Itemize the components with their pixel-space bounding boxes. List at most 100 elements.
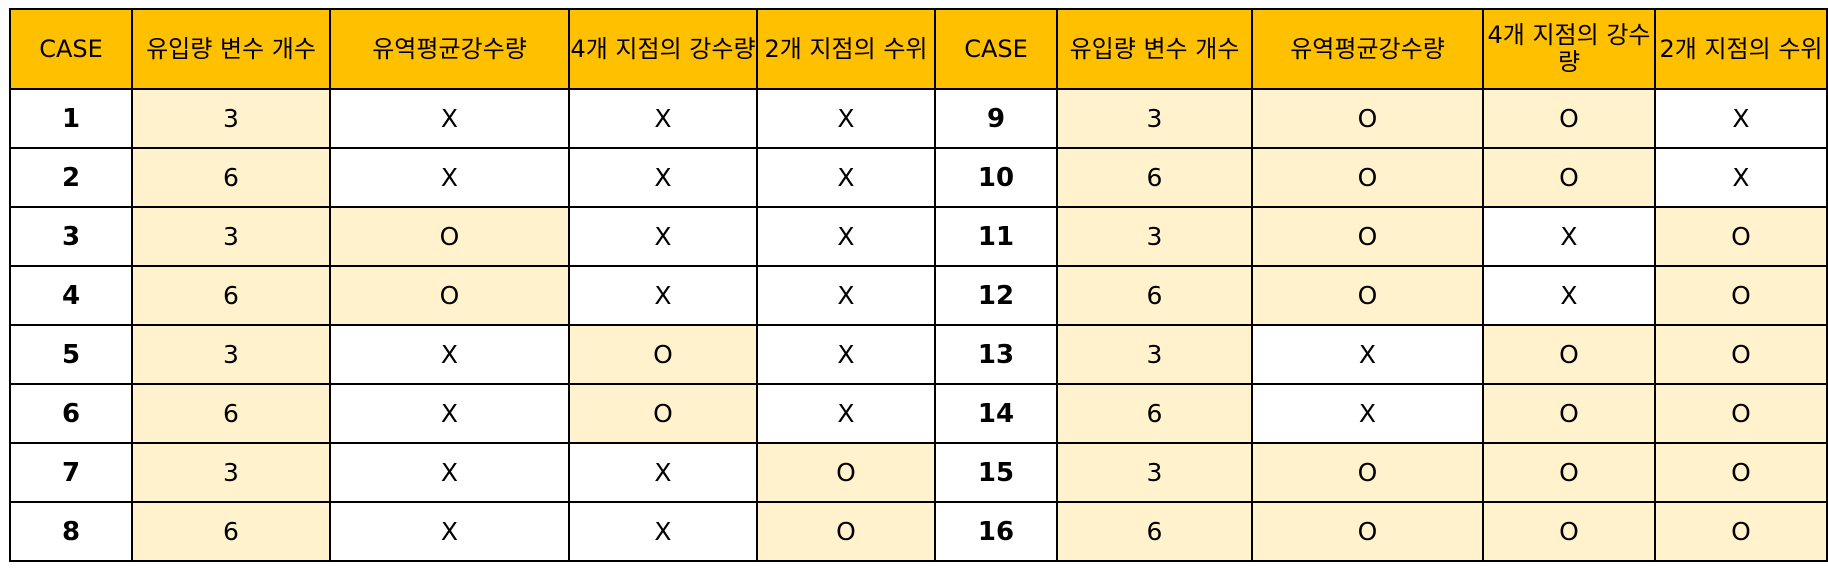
case-number: 12 bbox=[934, 265, 1058, 326]
two-point-level-cell: X bbox=[756, 324, 936, 385]
four-point-rainfall-cell: X bbox=[568, 501, 758, 562]
four-point-rainfall-cell: X bbox=[568, 442, 758, 503]
header-basin-average-rainfall: 유역평균강수량 bbox=[1251, 8, 1484, 90]
basin-rainfall-cell: O bbox=[1251, 88, 1484, 149]
four-point-rainfall-cell: O bbox=[568, 324, 758, 385]
variable-count-cell: 6 bbox=[1056, 501, 1253, 562]
header-case: CASE bbox=[9, 8, 133, 90]
two-point-level-cell: X bbox=[756, 383, 936, 444]
two-point-level-cell: X bbox=[756, 88, 936, 149]
table-row: 8 6 X X O 16 6 O O O bbox=[9, 501, 1828, 562]
variable-count-cell: 3 bbox=[131, 206, 331, 267]
basin-rainfall-cell: O bbox=[1251, 501, 1484, 562]
variable-count-cell: 6 bbox=[1056, 147, 1253, 208]
variable-count-cell: 3 bbox=[131, 88, 331, 149]
table-row: 1 3 X X X 9 3 O O X bbox=[9, 88, 1828, 149]
two-point-level-cell: X bbox=[756, 265, 936, 326]
case-number: 4 bbox=[9, 265, 133, 326]
case-number: 16 bbox=[934, 501, 1058, 562]
basin-rainfall-cell: O bbox=[329, 265, 570, 326]
variable-count-cell: 6 bbox=[1056, 383, 1253, 444]
header-variable-count: 유입량 변수 개수 bbox=[131, 8, 331, 90]
header-two-point-water-level: 2개 지점의 수위 bbox=[1654, 8, 1828, 90]
variable-count-cell: 6 bbox=[1056, 265, 1253, 326]
header-four-point-rainfall: 4개 지점의 강수량 bbox=[568, 8, 758, 90]
case-table: CASE 유입량 변수 개수 유역평균강수량 4개 지점의 강수량 2개 지점의… bbox=[9, 8, 1828, 562]
two-point-level-cell: O bbox=[1654, 442, 1828, 503]
case-number: 15 bbox=[934, 442, 1058, 503]
table-row: 6 6 X O X 14 6 X O O bbox=[9, 383, 1828, 444]
table-row: 4 6 O X X 12 6 O X O bbox=[9, 265, 1828, 326]
basin-rainfall-cell: X bbox=[1251, 383, 1484, 444]
case-number: 9 bbox=[934, 88, 1058, 149]
header-variable-count: 유입량 변수 개수 bbox=[1056, 8, 1253, 90]
four-point-rainfall-cell: X bbox=[1482, 206, 1656, 267]
basin-rainfall-cell: X bbox=[329, 501, 570, 562]
header-two-point-water-level: 2개 지점의 수위 bbox=[756, 8, 936, 90]
variable-count-cell: 3 bbox=[1056, 324, 1253, 385]
two-point-level-cell: X bbox=[756, 147, 936, 208]
four-point-rainfall-cell: X bbox=[568, 206, 758, 267]
header-four-point-rainfall: 4개 지점의 강수량 bbox=[1482, 8, 1656, 90]
case-number: 13 bbox=[934, 324, 1058, 385]
table-row: 3 3 O X X 11 3 O X O bbox=[9, 206, 1828, 267]
two-point-level-cell: O bbox=[1654, 324, 1828, 385]
header-case: CASE bbox=[934, 8, 1058, 90]
case-number: 14 bbox=[934, 383, 1058, 444]
variable-count-cell: 3 bbox=[1056, 88, 1253, 149]
variable-count-cell: 3 bbox=[131, 324, 331, 385]
case-number: 5 bbox=[9, 324, 133, 385]
basin-rainfall-cell: O bbox=[1251, 206, 1484, 267]
case-number: 2 bbox=[9, 147, 133, 208]
case-number: 11 bbox=[934, 206, 1058, 267]
header-row: CASE 유입량 변수 개수 유역평균강수량 4개 지점의 강수량 2개 지점의… bbox=[9, 8, 1828, 90]
basin-rainfall-cell: O bbox=[1251, 442, 1484, 503]
two-point-level-cell: O bbox=[1654, 265, 1828, 326]
table-row: 2 6 X X X 10 6 O O X bbox=[9, 147, 1828, 208]
basin-rainfall-cell: O bbox=[1251, 265, 1484, 326]
variable-count-cell: 3 bbox=[1056, 442, 1253, 503]
basin-rainfall-cell: X bbox=[329, 442, 570, 503]
basin-rainfall-cell: O bbox=[329, 206, 570, 267]
variable-count-cell: 6 bbox=[131, 383, 331, 444]
basin-rainfall-cell: X bbox=[329, 88, 570, 149]
variable-count-cell: 3 bbox=[131, 442, 331, 503]
four-point-rainfall-cell: O bbox=[1482, 147, 1656, 208]
four-point-rainfall-cell: X bbox=[1482, 265, 1656, 326]
basin-rainfall-cell: O bbox=[1251, 147, 1484, 208]
four-point-rainfall-cell: O bbox=[1482, 324, 1656, 385]
two-point-level-cell: O bbox=[1654, 383, 1828, 444]
basin-rainfall-cell: X bbox=[1251, 324, 1484, 385]
basin-rainfall-cell: X bbox=[329, 383, 570, 444]
four-point-rainfall-cell: X bbox=[568, 147, 758, 208]
four-point-rainfall-cell: O bbox=[1482, 88, 1656, 149]
case-number: 7 bbox=[9, 442, 133, 503]
table-row: 5 3 X O X 13 3 X O O bbox=[9, 324, 1828, 385]
four-point-rainfall-cell: X bbox=[568, 88, 758, 149]
basin-rainfall-cell: X bbox=[329, 147, 570, 208]
case-number: 6 bbox=[9, 383, 133, 444]
four-point-rainfall-cell: O bbox=[568, 383, 758, 444]
case-number: 3 bbox=[9, 206, 133, 267]
two-point-level-cell: O bbox=[1654, 501, 1828, 562]
variable-count-cell: 6 bbox=[131, 147, 331, 208]
header-basin-average-rainfall: 유역평균강수량 bbox=[329, 8, 570, 90]
basin-rainfall-cell: X bbox=[329, 324, 570, 385]
case-number: 10 bbox=[934, 147, 1058, 208]
four-point-rainfall-cell: O bbox=[1482, 383, 1656, 444]
variable-count-cell: 6 bbox=[131, 265, 331, 326]
two-point-level-cell: X bbox=[1654, 88, 1828, 149]
four-point-rainfall-cell: O bbox=[1482, 442, 1656, 503]
variable-count-cell: 3 bbox=[1056, 206, 1253, 267]
case-number: 1 bbox=[9, 88, 133, 149]
table-row: 7 3 X X O 15 3 O O O bbox=[9, 442, 1828, 503]
case-number: 8 bbox=[9, 501, 133, 562]
two-point-level-cell: X bbox=[756, 206, 936, 267]
four-point-rainfall-cell: X bbox=[568, 265, 758, 326]
two-point-level-cell: O bbox=[756, 442, 936, 503]
two-point-level-cell: X bbox=[1654, 147, 1828, 208]
two-point-level-cell: O bbox=[1654, 206, 1828, 267]
two-point-level-cell: O bbox=[756, 501, 936, 562]
four-point-rainfall-cell: O bbox=[1482, 501, 1656, 562]
variable-count-cell: 6 bbox=[131, 501, 331, 562]
